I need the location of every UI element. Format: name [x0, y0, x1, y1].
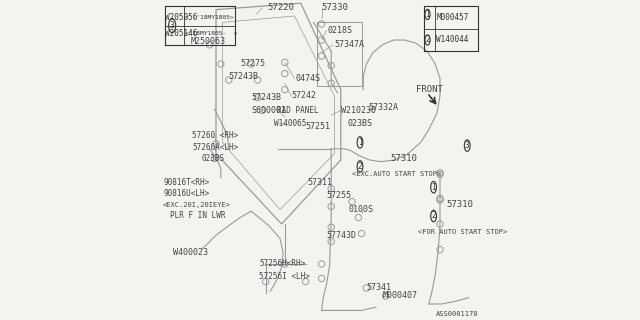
Text: < -'18MY1805>: < -'18MY1805> [185, 15, 234, 20]
Text: 90816U<LH>: 90816U<LH> [163, 189, 209, 198]
Text: 57243B: 57243B [229, 72, 259, 81]
Text: <'18MY1805-  >: <'18MY1805- > [185, 31, 237, 36]
Text: RAD PANEL: RAD PANEL [277, 106, 319, 115]
Text: 57242: 57242 [291, 92, 316, 100]
Text: 1: 1 [431, 183, 436, 192]
Text: W205056: W205056 [165, 13, 198, 22]
Text: 57310: 57310 [447, 200, 473, 209]
Text: 57311: 57311 [307, 178, 332, 187]
Text: 3: 3 [170, 21, 175, 30]
Text: W140044: W140044 [436, 36, 468, 44]
Text: W210230: W210230 [340, 106, 376, 115]
Text: 57310: 57310 [390, 154, 417, 163]
Text: 2: 2 [358, 162, 362, 171]
Text: M000457: M000457 [436, 13, 468, 22]
Text: W400023: W400023 [173, 248, 208, 257]
Text: <EXC.AUTO START STOP>: <EXC.AUTO START STOP> [352, 172, 441, 177]
Text: PLR F IN LWR: PLR F IN LWR [170, 212, 225, 220]
Text: 3: 3 [465, 141, 470, 150]
Text: 57330: 57330 [322, 4, 348, 12]
Text: ASS0001170: ASS0001170 [436, 311, 479, 317]
Text: <FOR AUTO START STOP>: <FOR AUTO START STOP> [418, 229, 507, 235]
Text: 023BS: 023BS [202, 154, 225, 163]
Text: 2: 2 [425, 36, 430, 44]
Text: 57743D: 57743D [326, 231, 356, 240]
Text: 57256I <LH>: 57256I <LH> [259, 272, 310, 281]
Text: 90816T<RH>: 90816T<RH> [163, 178, 209, 187]
Text: 57332A: 57332A [368, 103, 398, 112]
Text: 1: 1 [358, 138, 362, 147]
Text: 0218S: 0218S [328, 26, 353, 35]
Text: 2: 2 [431, 212, 436, 220]
Text: M000407: M000407 [383, 292, 417, 300]
Text: 57243B: 57243B [251, 93, 281, 102]
Text: 57256H<RH>: 57256H<RH> [259, 260, 305, 268]
Text: FRONT: FRONT [416, 85, 443, 94]
Text: S600001: S600001 [251, 106, 286, 115]
Text: 023BS: 023BS [347, 119, 372, 128]
Text: 57260A<LH>: 57260A<LH> [192, 143, 238, 152]
Text: 57251: 57251 [306, 122, 331, 131]
Text: 1: 1 [425, 10, 430, 19]
Text: M250063: M250063 [191, 37, 225, 46]
Text: 57341: 57341 [366, 284, 392, 292]
Text: 57255: 57255 [326, 191, 351, 200]
Text: 57275: 57275 [240, 60, 265, 68]
Text: <EXC.20I,20IEYE>: <EXC.20I,20IEYE> [163, 202, 231, 208]
Text: 0474S: 0474S [296, 74, 321, 83]
Text: 57260 <RH>: 57260 <RH> [192, 132, 238, 140]
Text: W205146: W205146 [165, 29, 198, 38]
Text: W140065: W140065 [274, 119, 306, 128]
Text: 0100S: 0100S [349, 205, 374, 214]
Text: 57220: 57220 [268, 4, 294, 12]
Text: 57347A: 57347A [334, 40, 364, 49]
